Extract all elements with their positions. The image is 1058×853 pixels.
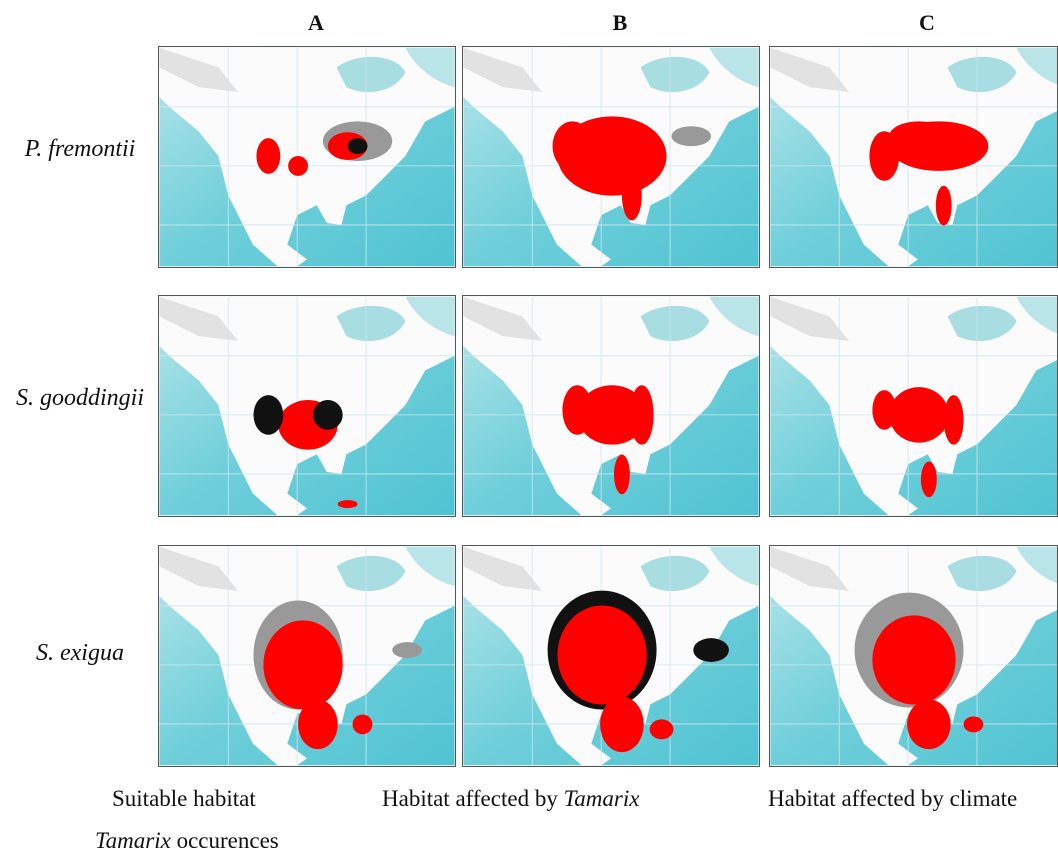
habitat-area bbox=[253, 395, 284, 435]
habitat-area bbox=[256, 138, 281, 174]
map-panel bbox=[462, 295, 760, 517]
habitat-area bbox=[671, 126, 712, 147]
habitat-area bbox=[263, 620, 343, 710]
habitat-area bbox=[963, 716, 984, 733]
habitat-area bbox=[649, 719, 674, 740]
legend-text: Tamarix bbox=[95, 828, 171, 853]
map-panel bbox=[769, 295, 1058, 517]
habitat-area bbox=[869, 131, 900, 181]
legend-label: Habitat affected by climate bbox=[768, 786, 1017, 812]
column-label: B bbox=[612, 10, 628, 35]
habitat-area bbox=[889, 121, 949, 152]
base-map bbox=[159, 47, 455, 267]
habitat-area bbox=[943, 395, 964, 445]
legend-text: Tamarix bbox=[563, 786, 640, 811]
habitat-area bbox=[907, 699, 951, 750]
map-panel bbox=[158, 46, 456, 268]
map-panel bbox=[769, 46, 1058, 268]
column-label: A bbox=[308, 10, 324, 35]
legend-label: Suitable habitat bbox=[112, 786, 256, 812]
row-label: S. gooddingii bbox=[15, 385, 144, 411]
legend-text: Habitat affected by climate bbox=[768, 786, 1018, 811]
habitat-area bbox=[392, 642, 422, 658]
habitat-area bbox=[557, 605, 647, 705]
legend-label: Tamarix occurences bbox=[95, 828, 279, 853]
habitat-area bbox=[693, 638, 729, 662]
habitat-area bbox=[337, 500, 358, 509]
habitat-area bbox=[621, 170, 642, 221]
row-label: P. fremontii bbox=[24, 136, 136, 162]
habitat-area bbox=[298, 699, 338, 750]
habitat-area bbox=[288, 156, 308, 176]
habitat-area bbox=[629, 385, 654, 445]
habitat-area bbox=[600, 696, 644, 753]
habitat-area bbox=[872, 615, 956, 705]
habitat-area bbox=[352, 714, 373, 735]
habitat-area bbox=[613, 454, 630, 495]
habitat-area bbox=[312, 400, 343, 430]
habitat-area bbox=[872, 390, 897, 430]
map-panel bbox=[158, 545, 456, 767]
map-panel bbox=[769, 545, 1058, 767]
habitat-area bbox=[562, 385, 593, 435]
map-panel bbox=[462, 545, 760, 767]
legend-text: occurences bbox=[170, 828, 279, 853]
map-panel bbox=[462, 46, 760, 268]
habitat-area bbox=[347, 138, 368, 155]
habitat-area bbox=[889, 387, 949, 443]
map-panel bbox=[158, 295, 456, 517]
habitat-area bbox=[552, 121, 593, 171]
habitat-area bbox=[577, 385, 647, 445]
row-label: S. exigua bbox=[36, 640, 124, 666]
legend-text: Habitat affected by bbox=[382, 786, 564, 811]
legend-label: Habitat affected by Tamarix bbox=[382, 786, 639, 812]
habitat-area bbox=[920, 461, 937, 498]
habitat-area bbox=[935, 185, 952, 226]
column-label: C bbox=[919, 10, 935, 35]
legend-text: Suitable habitat bbox=[112, 786, 256, 811]
